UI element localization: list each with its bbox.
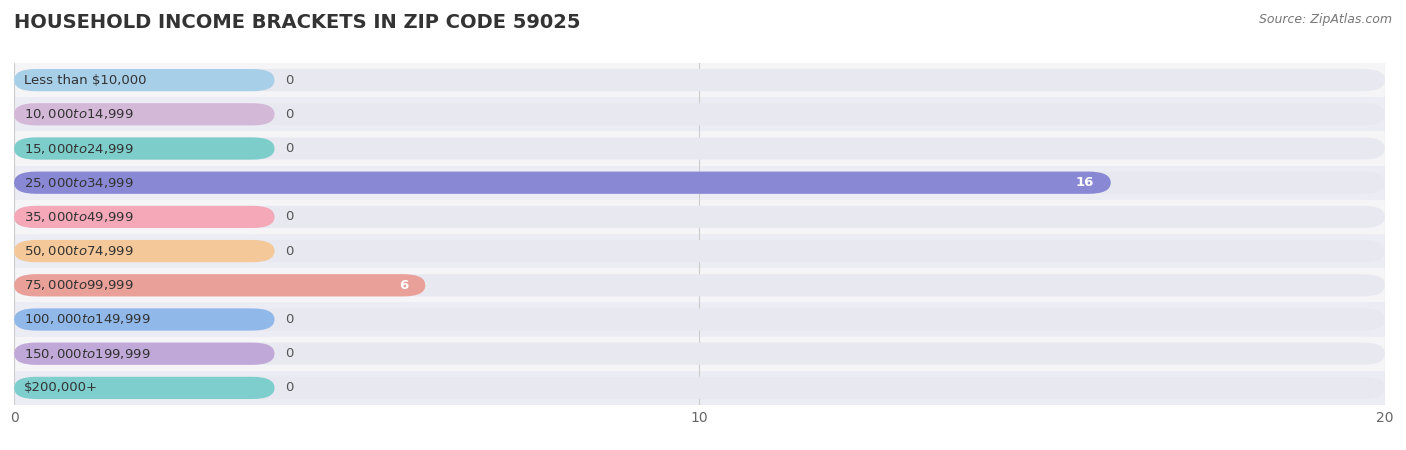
FancyBboxPatch shape <box>14 308 274 331</box>
FancyBboxPatch shape <box>14 274 1385 297</box>
Bar <box>0 234 1406 268</box>
Text: $15,000 to $24,999: $15,000 to $24,999 <box>24 141 134 156</box>
FancyBboxPatch shape <box>14 206 1385 228</box>
Text: 0: 0 <box>285 313 294 326</box>
Bar <box>0 302 1406 337</box>
FancyBboxPatch shape <box>14 69 274 91</box>
Bar <box>0 337 1406 371</box>
FancyBboxPatch shape <box>14 171 1111 194</box>
Text: 16: 16 <box>1076 176 1094 189</box>
Text: 0: 0 <box>285 142 294 155</box>
Text: Source: ZipAtlas.com: Source: ZipAtlas.com <box>1258 14 1392 27</box>
Text: $75,000 to $99,999: $75,000 to $99,999 <box>24 278 134 293</box>
FancyBboxPatch shape <box>14 274 425 297</box>
FancyBboxPatch shape <box>14 137 1385 160</box>
FancyBboxPatch shape <box>14 171 1385 194</box>
FancyBboxPatch shape <box>14 308 1385 331</box>
Bar <box>0 200 1406 234</box>
FancyBboxPatch shape <box>14 103 274 126</box>
FancyBboxPatch shape <box>14 206 274 228</box>
Text: $200,000+: $200,000+ <box>24 382 98 394</box>
Bar <box>0 371 1406 405</box>
Bar <box>0 166 1406 200</box>
Text: $10,000 to $14,999: $10,000 to $14,999 <box>24 107 134 122</box>
FancyBboxPatch shape <box>14 69 1385 91</box>
Text: 0: 0 <box>285 108 294 121</box>
FancyBboxPatch shape <box>14 103 1385 126</box>
Text: 0: 0 <box>285 74 294 86</box>
FancyBboxPatch shape <box>14 240 274 262</box>
FancyBboxPatch shape <box>14 377 1385 399</box>
Bar <box>0 63 1406 97</box>
Bar <box>0 97 1406 131</box>
Text: 0: 0 <box>285 211 294 223</box>
Text: $150,000 to $199,999: $150,000 to $199,999 <box>24 346 150 361</box>
FancyBboxPatch shape <box>14 377 274 399</box>
Text: Less than $10,000: Less than $10,000 <box>24 74 146 86</box>
Text: $50,000 to $74,999: $50,000 to $74,999 <box>24 244 134 258</box>
FancyBboxPatch shape <box>14 240 1385 262</box>
Text: 0: 0 <box>285 245 294 257</box>
Text: 0: 0 <box>285 347 294 360</box>
Bar <box>0 268 1406 302</box>
Text: $25,000 to $34,999: $25,000 to $34,999 <box>24 176 134 190</box>
Text: $35,000 to $49,999: $35,000 to $49,999 <box>24 210 134 224</box>
Bar <box>0 131 1406 166</box>
FancyBboxPatch shape <box>14 137 274 160</box>
FancyBboxPatch shape <box>14 342 274 365</box>
Text: 6: 6 <box>399 279 408 292</box>
FancyBboxPatch shape <box>14 342 1385 365</box>
Text: 0: 0 <box>285 382 294 394</box>
Text: $100,000 to $149,999: $100,000 to $149,999 <box>24 312 150 327</box>
Text: HOUSEHOLD INCOME BRACKETS IN ZIP CODE 59025: HOUSEHOLD INCOME BRACKETS IN ZIP CODE 59… <box>14 14 581 32</box>
